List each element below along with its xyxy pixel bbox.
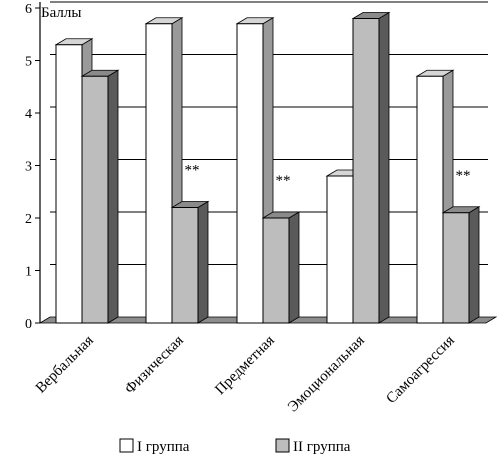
- legend-label-group-2: II группа: [293, 439, 351, 455]
- bar-front: [416, 75, 444, 324]
- y-tick-labels: 0 1 2 3 4 5 6: [25, 2, 32, 332]
- bar-front: [81, 75, 109, 324]
- bar-side: [107, 69, 119, 324]
- y-tick-label: 1: [25, 265, 32, 280]
- y-tick-label: 6: [25, 2, 32, 17]
- bar: [261, 211, 301, 324]
- bar: [170, 200, 210, 324]
- legend: I группа II группа: [119, 438, 351, 455]
- y-axis: [35, 2, 41, 324]
- legend-swatch-group-2: [275, 438, 290, 453]
- bar-front: [171, 207, 199, 324]
- legend-swatch-group-1: [119, 438, 134, 453]
- bar-side: [378, 11, 390, 324]
- category-label: Самоагрессия: [383, 332, 457, 406]
- y-tick-label: 5: [25, 55, 32, 70]
- bar-front: [352, 18, 380, 324]
- significance-mark: **: [456, 168, 471, 184]
- bar-side: [288, 211, 300, 324]
- significance-annotations: ********: [185, 163, 471, 190]
- bars: [54, 11, 481, 324]
- bar-front: [326, 175, 354, 324]
- bar-front: [262, 217, 290, 324]
- bar-side: [468, 206, 480, 324]
- significance-mark: **: [185, 163, 200, 179]
- bar-side: [197, 200, 209, 324]
- bar-front: [442, 212, 470, 324]
- category-labels: Вербальная Физическая Предметная Эмоциональ…: [33, 332, 458, 415]
- bar-front: [236, 23, 264, 324]
- bar: [441, 206, 481, 324]
- significance-mark: **: [276, 173, 291, 189]
- y-tick-label: 0: [25, 317, 32, 332]
- bar-front: [145, 23, 173, 324]
- bar: [80, 69, 120, 324]
- legend-label-group-1: I группа: [137, 439, 190, 455]
- bar: [144, 17, 184, 324]
- category-label: Эмоциональная: [285, 332, 368, 415]
- category-label: Вербальная: [33, 332, 97, 396]
- bar-front: [55, 44, 83, 324]
- category-label: Физическая: [122, 332, 187, 397]
- y-tick-label: 2: [25, 212, 32, 227]
- category-label: Предметная: [212, 332, 278, 398]
- y-tick-label: 3: [25, 160, 32, 175]
- bar: [351, 11, 391, 324]
- y-axis-label: Баллы: [41, 5, 81, 21]
- y-tick-label: 4: [25, 107, 32, 122]
